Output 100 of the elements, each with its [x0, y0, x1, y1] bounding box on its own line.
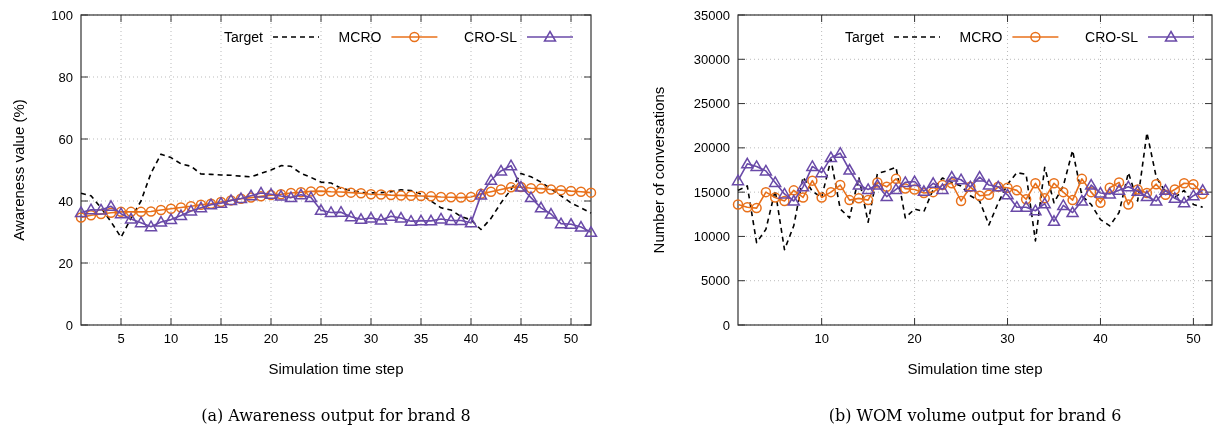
point — [750, 160, 763, 172]
y-tick-label: 20000 — [693, 140, 730, 156]
point — [424, 214, 438, 226]
point — [815, 166, 828, 178]
point — [144, 220, 158, 232]
y-tick-label: 60 — [58, 131, 73, 147]
legend-label: CRO-SL — [1085, 29, 1139, 45]
point — [405, 190, 417, 201]
point — [1019, 200, 1033, 212]
point — [974, 190, 985, 201]
x-axis-title: Simulation time step — [268, 360, 404, 377]
point — [524, 191, 538, 203]
point — [565, 185, 577, 197]
point — [465, 191, 477, 203]
point — [105, 207, 117, 219]
point — [314, 204, 328, 216]
point — [395, 190, 407, 201]
point — [1001, 188, 1014, 200]
text: (a) Awareness output for brand 8 — [201, 406, 471, 425]
point — [454, 214, 468, 226]
point — [464, 216, 478, 228]
point — [545, 184, 557, 195]
point — [1048, 178, 1060, 189]
point — [731, 174, 745, 186]
point — [807, 175, 818, 186]
point — [305, 186, 317, 197]
x-tick-label: 5 — [117, 331, 125, 346]
point — [768, 176, 782, 188]
point — [881, 181, 892, 193]
x-tick-label: 30 — [363, 331, 379, 346]
point — [955, 195, 967, 207]
point — [334, 205, 348, 217]
point — [833, 146, 847, 158]
point — [759, 164, 773, 176]
point — [174, 209, 188, 221]
point — [74, 206, 88, 218]
point — [1150, 178, 1162, 190]
legend-label: MCRO — [338, 29, 382, 45]
point — [175, 202, 187, 213]
point — [1095, 197, 1106, 209]
point — [973, 170, 986, 182]
point — [1039, 193, 1050, 204]
x-tick-label: 35 — [413, 331, 429, 346]
x-tick-label: 30 — [1000, 331, 1015, 346]
point — [1057, 199, 1070, 211]
point — [544, 207, 558, 219]
point — [125, 206, 137, 218]
point — [564, 218, 578, 229]
point — [485, 186, 497, 197]
point — [796, 180, 810, 192]
point — [760, 186, 772, 198]
y-tick-label: 20 — [58, 255, 73, 271]
point — [324, 206, 338, 218]
y-tick-label: 0 — [65, 317, 73, 333]
point — [414, 214, 428, 226]
point — [154, 215, 168, 227]
point — [344, 210, 358, 222]
point — [852, 178, 866, 190]
x-tick-label: 20 — [263, 331, 279, 346]
point — [254, 186, 268, 198]
point — [862, 194, 874, 206]
point — [1103, 187, 1117, 199]
point — [1168, 192, 1182, 204]
x-tick-label: 20 — [907, 331, 922, 346]
point — [584, 226, 598, 238]
y-tick-label: 25000 — [693, 96, 730, 112]
point — [355, 188, 367, 199]
point — [954, 173, 968, 185]
y-tick-label: 35000 — [693, 7, 730, 23]
point — [184, 204, 198, 216]
y-tick-label: 15000 — [693, 184, 730, 200]
point — [135, 206, 147, 218]
point — [1066, 206, 1079, 218]
point — [315, 185, 327, 197]
point — [1067, 194, 1078, 206]
point — [843, 163, 856, 175]
point — [575, 186, 587, 197]
legend-label: Target — [845, 29, 885, 45]
point — [365, 188, 377, 200]
point — [375, 189, 387, 200]
point — [1178, 178, 1190, 189]
point — [415, 190, 427, 202]
point — [769, 192, 781, 203]
point — [385, 189, 397, 201]
point — [844, 194, 855, 206]
point — [1122, 180, 1135, 192]
point — [853, 193, 865, 204]
point — [890, 173, 902, 185]
point — [1197, 188, 1208, 200]
point — [1038, 197, 1051, 209]
point — [825, 186, 837, 198]
point — [937, 179, 948, 191]
point — [982, 178, 996, 190]
point — [1149, 194, 1163, 206]
point — [908, 175, 921, 187]
point — [806, 160, 819, 172]
point — [1076, 173, 1088, 185]
point — [525, 183, 537, 194]
point — [384, 209, 398, 221]
point — [335, 186, 347, 198]
